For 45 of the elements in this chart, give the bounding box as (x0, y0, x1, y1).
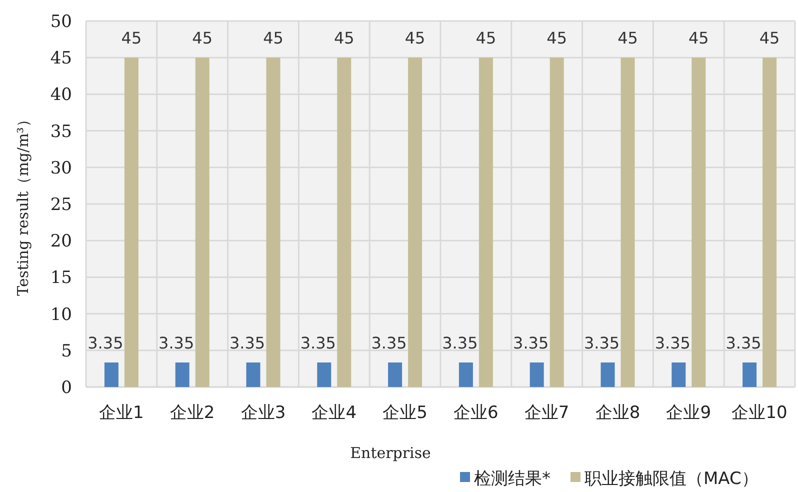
y-tick-label: 50 (50, 12, 72, 32)
x-axis-title: Enterprise (350, 444, 432, 462)
data-label: 3.35 (158, 333, 194, 352)
y-tick-label: 0 (61, 378, 72, 398)
data-label: 45 (192, 28, 213, 48)
data-label: 3.35 (300, 333, 336, 352)
y-axis-title: Testing result（mg/m³） (14, 112, 32, 296)
data-label: 45 (759, 28, 780, 48)
data-label: 45 (263, 28, 284, 48)
data-label: 45 (404, 28, 426, 48)
y-tick-label: 40 (50, 85, 72, 106)
data-label: 3.35 (654, 333, 690, 352)
data-label: 45 (688, 28, 709, 48)
x-tick-label: 企业6 (454, 403, 498, 423)
x-tick-label: 企业8 (595, 403, 640, 423)
data-label: 3.35 (88, 333, 124, 352)
data-label: 45 (618, 28, 638, 48)
y-tick-label: 20 (50, 232, 72, 252)
x-tick-label: 企业7 (524, 403, 570, 423)
data-label: 3.35 (229, 333, 266, 352)
x-tick-label: 企业3 (240, 403, 286, 423)
y-tick-label: 45 (50, 48, 72, 69)
y-tick-label: 15 (50, 268, 72, 288)
legend-label: 职业接触限值（MAC） (584, 469, 758, 489)
data-label: 45 (476, 28, 496, 48)
y-tick-label: 5 (61, 341, 72, 362)
data-label: 3.35 (584, 333, 620, 352)
x-tick-label: 企业1 (99, 403, 144, 423)
x-tick-label: 企业9 (666, 403, 712, 423)
x-tick-label: 企业2 (170, 403, 215, 423)
data-label: 45 (546, 28, 568, 48)
x-tick-label: 企业10 (732, 403, 788, 423)
data-label: 3.35 (726, 333, 762, 352)
y-tick-label: 30 (50, 158, 72, 178)
data-label: 3.35 (371, 333, 407, 352)
y-tick-label: 10 (50, 304, 72, 325)
x-tick-label: 企业4 (312, 403, 357, 423)
data-label: 3.35 (442, 333, 478, 352)
data-label: 45 (334, 28, 354, 48)
data-label: 45 (121, 28, 142, 48)
y-tick-label: 25 (50, 195, 72, 215)
data-label: 3.35 (513, 333, 549, 352)
y-tick-label: 35 (50, 122, 72, 142)
x-tick-label: 企业5 (382, 403, 428, 423)
legend-label: 检测结果* (474, 469, 550, 489)
